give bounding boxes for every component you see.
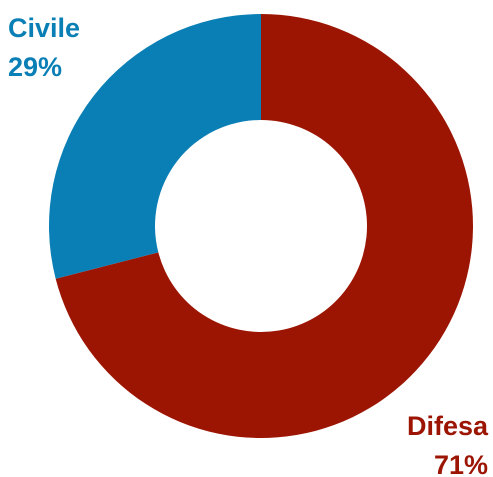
slice-label-difesa: Difesa: [407, 411, 489, 441]
slice-difesa: [55, 14, 473, 439]
donut-slices: [48, 14, 473, 439]
label-civile: Civile 29%: [8, 13, 80, 82]
slice-civile: [48, 14, 261, 279]
label-difesa: Difesa 71%: [407, 411, 489, 477]
slice-label-civile: Civile: [8, 13, 80, 43]
slice-value-difesa: 71%: [434, 450, 488, 477]
slice-value-civile: 29%: [8, 52, 62, 82]
